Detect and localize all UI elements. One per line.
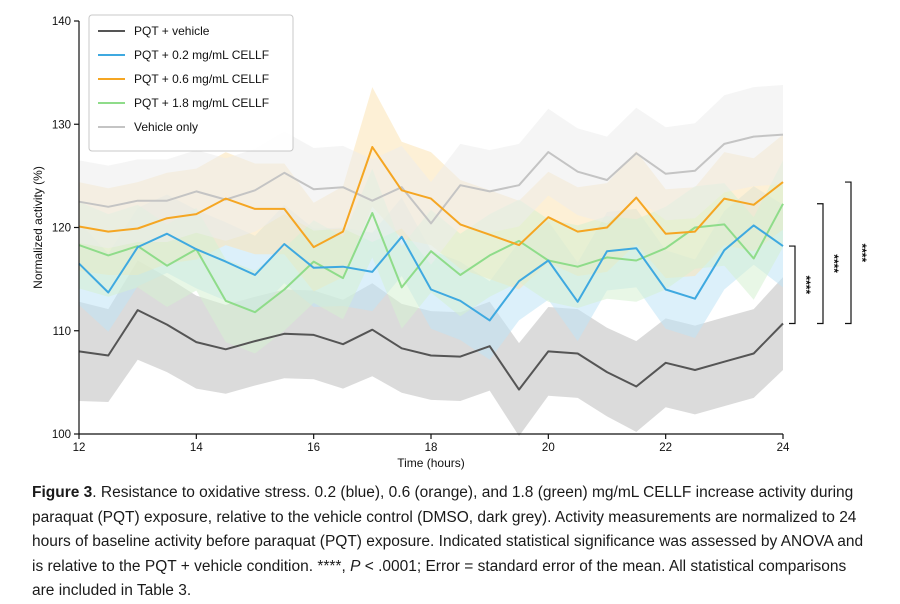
figure-caption: Figure 3. Resistance to oxidative stress… [32, 481, 872, 604]
legend-box [88, 14, 294, 152]
axes: 12 14 16 18 20 22 24 100 110 120 130 140 Time (hou… [31, 16, 790, 470]
y-axis-ticks: 100 110 120 130 140 [52, 16, 79, 441]
series-line-vehicle-only [78, 133, 784, 225]
series-line-pqt-0-2-mg-ml-cellf [78, 224, 784, 322]
y-tick-label: 120 [52, 223, 71, 235]
line-chart: 12 14 16 18 20 22 24 100 110 120 130 140 Time (hou… [31, 14, 869, 470]
error-bands [79, 85, 783, 437]
x-tick-label: 20 [542, 442, 555, 454]
significance-bracket [817, 203, 824, 325]
legend-label-pqt-0-6-mg-ml-cellf: PQT + 0.6 mg/mL CELLF [134, 72, 269, 86]
y-tick-label: 100 [52, 429, 71, 441]
series-line-pqt-vehicle [78, 309, 784, 391]
error-band-vehicle-only [79, 85, 783, 265]
significance-bracket [789, 245, 796, 325]
y-tick-label: 130 [52, 119, 71, 131]
y-tick-label: 140 [52, 16, 71, 28]
caption-text-1: . Resistance to oxidative stress. 0.2 (b… [32, 484, 864, 575]
x-tick-label: 14 [190, 442, 203, 454]
x-axis-title: Time (hours) [397, 456, 465, 470]
x-tick-label: 22 [659, 442, 672, 454]
significance-label: **** [855, 243, 869, 262]
y-axis-title: Normalized activity (%) [31, 166, 45, 289]
legend: PQT + vehicle PQT + 0.2 mg/mL CELLF PQT + … [88, 14, 294, 152]
caption-text-2: < .0001; Error = standard error of the m… [32, 557, 847, 600]
x-tick-label: 24 [777, 442, 790, 454]
significance-bracket [845, 181, 852, 325]
legend-label-vehicle-only: Vehicle only [134, 120, 198, 134]
x-axis-ticks: 12 14 16 18 20 22 24 [73, 434, 790, 454]
x-tick-label: 16 [307, 442, 320, 454]
significance-brackets: **** **** **** [789, 181, 869, 325]
significance-label: **** [799, 275, 813, 294]
y-tick-label: 110 [53, 326, 71, 338]
significance-label: **** [827, 254, 841, 273]
legend-label-pqt-vehicle: PQT + vehicle [134, 24, 210, 38]
x-tick-label: 18 [425, 442, 438, 454]
p-symbol: P [350, 557, 361, 575]
series-lines [78, 133, 784, 391]
series-line-pqt-0-6-mg-ml-cellf [78, 146, 784, 249]
legend-label-pqt-0-2-mg-ml-cellf: PQT + 0.2 mg/mL CELLF [134, 48, 269, 62]
legend-label-pqt-1-8-mg-ml-cellf: PQT + 1.8 mg/mL CELLF [134, 96, 269, 110]
x-tick-label: 12 [73, 442, 86, 454]
figure-label: Figure 3 [32, 484, 93, 501]
